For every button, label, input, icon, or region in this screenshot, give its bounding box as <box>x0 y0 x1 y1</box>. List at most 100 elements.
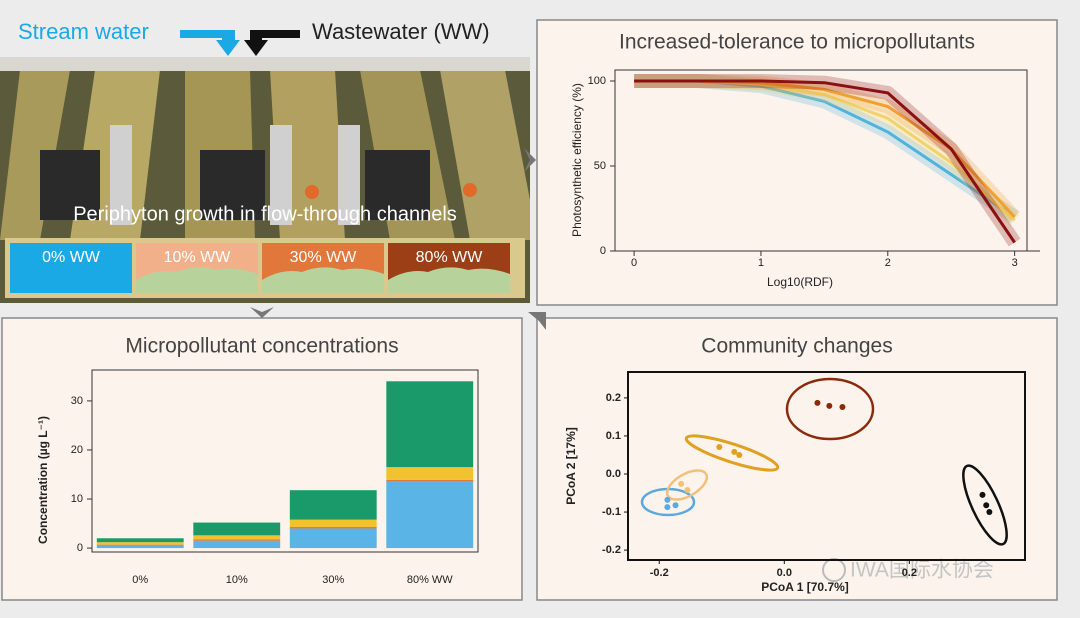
plot-frame <box>627 371 1026 561</box>
y-tick-label: 10 <box>71 493 83 505</box>
point <box>664 504 671 511</box>
x-axis-title: PCoA 1 [70.7%] <box>761 580 849 594</box>
point <box>664 496 671 503</box>
x-tick-label: 10% <box>226 574 248 586</box>
chart-title: Community changes <box>701 335 892 358</box>
wastewater-label: Wastewater (WW) <box>312 19 490 44</box>
group-ellipse <box>665 469 709 501</box>
valve <box>305 185 319 199</box>
point <box>826 402 833 409</box>
chart-title: Micropollutant concentrations <box>125 335 398 358</box>
bar-segment <box>193 535 281 540</box>
panel-community <box>536 317 1058 601</box>
divider <box>338 125 360 225</box>
valve <box>463 183 477 197</box>
y-tick-label: 0 <box>77 542 83 554</box>
bar-segment <box>96 545 184 549</box>
bar-segment <box>96 538 184 543</box>
group-ellipse <box>684 434 780 472</box>
bar-segment <box>193 522 281 536</box>
y-tick-label: 50 <box>594 160 606 172</box>
point <box>979 491 986 498</box>
y-tick-label: 0.1 <box>606 430 621 442</box>
x-tick-label: 0.2 <box>902 567 917 579</box>
bar-segment <box>386 479 474 482</box>
x-tick-label: 3 <box>1012 257 1018 269</box>
stream-arrow <box>180 30 240 56</box>
channel-gate <box>365 150 430 220</box>
channel <box>440 70 530 240</box>
watermark: IWA国际水协会 <box>850 559 994 582</box>
y-tick-label: 0.0 <box>606 468 621 480</box>
x-tick-label: 2 <box>885 257 891 269</box>
bar-segment <box>289 519 377 527</box>
point <box>736 451 743 458</box>
point <box>986 509 993 516</box>
bar-segment <box>386 381 474 468</box>
periphyton-silhouette <box>136 267 258 293</box>
stream-label: Stream water <box>18 19 149 44</box>
periphyton-silhouette <box>388 267 510 293</box>
arrow-diagonal <box>528 312 546 330</box>
y-tick-label: 20 <box>71 444 83 456</box>
panel-tolerance <box>536 19 1058 306</box>
point <box>983 502 990 509</box>
channel-gate <box>200 150 265 220</box>
point <box>814 399 821 406</box>
bar-segment <box>193 539 281 541</box>
group-ellipse <box>785 377 875 441</box>
bar-segment <box>289 526 377 529</box>
arrow-right <box>524 148 536 172</box>
arrow-down <box>250 307 274 318</box>
group-ellipse <box>962 464 1008 546</box>
y-axis-title: Concentration (µg L⁻¹) <box>36 416 50 544</box>
x-axis-title: Log10(RDF) <box>767 275 833 289</box>
treatment-box <box>10 243 132 293</box>
periphyton-silhouette <box>262 267 384 293</box>
x-tick-label: 30% <box>322 574 344 586</box>
point <box>716 443 723 450</box>
y-axis-title: PCoA 2 [17%] <box>564 427 578 505</box>
photo-caption: Periphyton growth in flow-through channe… <box>73 203 457 225</box>
wastewater-arrow <box>244 30 300 56</box>
x-tick-label: -0.2 <box>650 567 669 579</box>
bar-segment <box>289 490 377 520</box>
bar-segment <box>96 542 184 545</box>
y-tick-label: -0.2 <box>602 544 621 556</box>
x-tick-label: 80% WW <box>407 574 453 586</box>
y-axis-title: Photosynthetic efficiency (%) <box>570 83 584 237</box>
treatment-label: 30% WW <box>290 249 358 266</box>
x-tick-label: 1 <box>758 257 764 269</box>
point <box>839 404 846 411</box>
x-tick-label: 0.0 <box>777 567 792 579</box>
y-tick-label: 30 <box>71 395 83 407</box>
pipe <box>0 57 530 71</box>
treatment-label: 10% WW <box>164 249 232 266</box>
bar-segment <box>96 544 184 546</box>
bar-segment <box>193 540 281 549</box>
treatment-label: 0% WW <box>42 249 101 266</box>
x-tick-label: 0% <box>132 574 148 586</box>
bar-segment <box>386 467 474 480</box>
y-tick-label: 100 <box>588 75 606 87</box>
point <box>684 486 691 493</box>
chart-title: Increased-tolerance to micropollutants <box>619 31 975 54</box>
divider <box>110 125 132 225</box>
y-tick-label: 0.2 <box>606 392 621 404</box>
channel-gate <box>40 150 100 220</box>
point <box>731 448 738 455</box>
point <box>678 480 685 487</box>
bar-segment <box>289 528 377 549</box>
divider <box>270 125 292 225</box>
y-tick-label: -0.1 <box>602 506 621 518</box>
x-tick-label: 0 <box>631 257 637 269</box>
treatment-boxes: 0% WW 10% WW 30% WW 80% WW <box>10 243 510 293</box>
point <box>672 502 679 509</box>
treatment-label: 80% WW <box>416 249 484 266</box>
bar-segment <box>386 481 474 549</box>
plot-frame <box>91 369 479 553</box>
channel <box>0 70 70 240</box>
y-tick-label: 0 <box>600 245 606 257</box>
